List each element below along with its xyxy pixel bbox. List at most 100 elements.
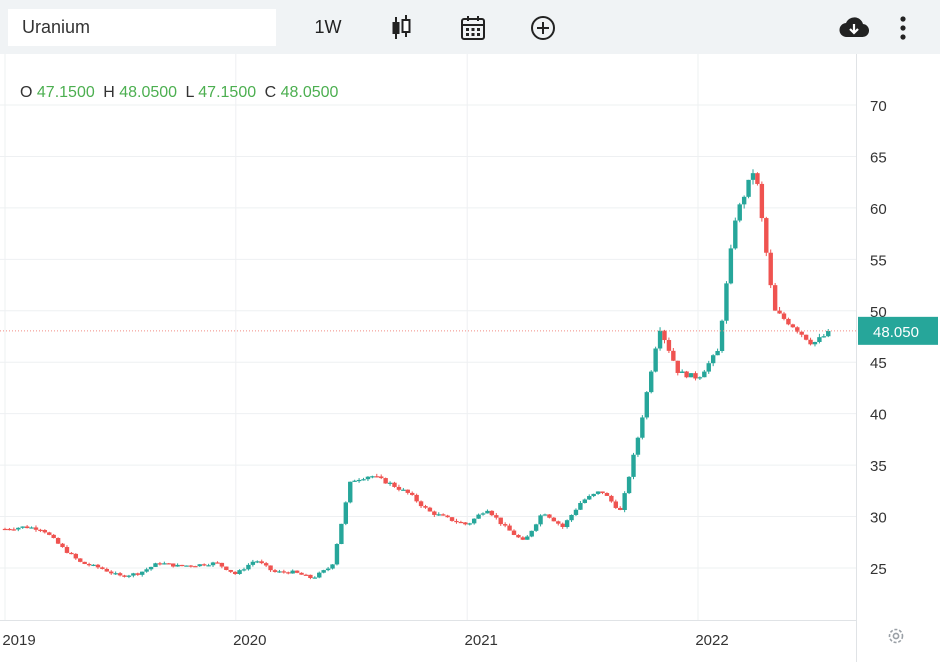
candle-body [29, 527, 34, 529]
candle-body [542, 514, 548, 516]
candle-body [78, 558, 83, 562]
candle-body [392, 482, 397, 487]
candle-body [383, 478, 388, 484]
calendar-icon[interactable] [458, 9, 488, 46]
candle-body [64, 547, 70, 553]
y-tick-label: 70 [870, 98, 887, 115]
candle-body [516, 534, 521, 538]
candle-body [303, 574, 309, 576]
candle-body [578, 502, 583, 510]
candle-body [321, 570, 326, 573]
download-icon[interactable] [838, 9, 870, 46]
candle-body [750, 173, 756, 180]
symbol-name: Uranium [22, 17, 91, 37]
low-label: L [185, 84, 194, 101]
candle-body [339, 523, 344, 545]
candle-body [538, 515, 543, 525]
y-tick-label: 60 [870, 201, 887, 218]
candle-body [671, 350, 676, 361]
x-tick-label: 2020 [233, 632, 266, 649]
candlestick-icon[interactable] [386, 9, 416, 46]
close-label: C [264, 84, 277, 101]
candle-body [626, 476, 632, 494]
candle-body [666, 340, 672, 351]
y-tick-label: 25 [870, 561, 887, 578]
candle-body [197, 564, 202, 567]
candle-body [60, 543, 65, 548]
candle-body [547, 514, 552, 518]
candle-body [662, 330, 667, 341]
candle-body [38, 529, 43, 531]
candle-body [679, 371, 685, 373]
candle-body [790, 324, 796, 328]
chart-toolbar: Uranium 1W [0, 0, 940, 54]
close-value: 48.0500 [280, 84, 339, 101]
candle-body [454, 520, 459, 523]
candle-body [471, 518, 477, 524]
interval-button[interactable]: 1W [314, 17, 342, 37]
symbol-search-input[interactable]: Uranium [8, 9, 276, 46]
candle-body [250, 561, 256, 565]
x-tick-label: 2021 [465, 632, 498, 649]
candle-body [179, 564, 185, 567]
candle-body [255, 561, 260, 563]
candle-body [73, 553, 79, 559]
candle-body [193, 566, 198, 568]
candle-body [259, 561, 264, 564]
candle-body [144, 569, 149, 572]
candle-body [587, 496, 592, 500]
candle-body [533, 524, 539, 531]
candle-body [644, 392, 649, 418]
y-tick-label: 65 [870, 149, 887, 166]
candle-body [551, 517, 557, 522]
candle-body [507, 525, 512, 531]
candle-body [317, 572, 322, 578]
candle-body [772, 285, 778, 311]
candle-body [702, 371, 707, 378]
candle-body [348, 481, 353, 503]
candle-body [520, 537, 526, 540]
candle-body [697, 377, 703, 379]
price-chart[interactable]: 25 30 35 40 45 50 55 60 65 70 2019 2020 2021 2022 48.0… [0, 54, 940, 662]
candle-body [184, 565, 189, 567]
candle-body [175, 564, 180, 567]
candle-body [688, 373, 694, 378]
last-price-tag [858, 316, 938, 345]
settings-gear-icon[interactable] [886, 626, 906, 646]
candle-body [370, 476, 375, 478]
candle-body [188, 565, 194, 567]
candle-body [710, 355, 716, 364]
candle-body [635, 437, 641, 455]
candle-body [684, 371, 689, 378]
candle-body [16, 527, 21, 530]
candle-body [330, 564, 335, 569]
candle-body [162, 563, 167, 565]
candle-body [215, 562, 220, 564]
candle-body [117, 573, 123, 576]
candle-body [42, 530, 48, 533]
candle-body [109, 571, 114, 574]
candle-body [122, 575, 127, 577]
candle-body [467, 523, 472, 525]
candle-body [100, 567, 105, 569]
more-menu-icon[interactable] [892, 9, 914, 46]
candle-body [573, 509, 579, 515]
candle-body [463, 522, 468, 525]
candle-body [449, 517, 455, 521]
candle-body [733, 220, 738, 249]
candle-body [618, 507, 623, 510]
candle-body [294, 570, 300, 573]
add-indicator-icon[interactable] [528, 9, 558, 46]
candle-body [759, 183, 765, 219]
candle-body [657, 330, 663, 349]
candle-body [113, 573, 118, 575]
candle-body [281, 571, 287, 573]
candle-body [494, 515, 499, 518]
open-label: O [20, 84, 33, 101]
last-price-label: 48.050 [873, 324, 919, 341]
candle-body [308, 574, 313, 579]
candle-body [272, 570, 278, 572]
candle-body [361, 479, 366, 481]
candle-body [755, 173, 760, 184]
candle-body [334, 544, 340, 565]
